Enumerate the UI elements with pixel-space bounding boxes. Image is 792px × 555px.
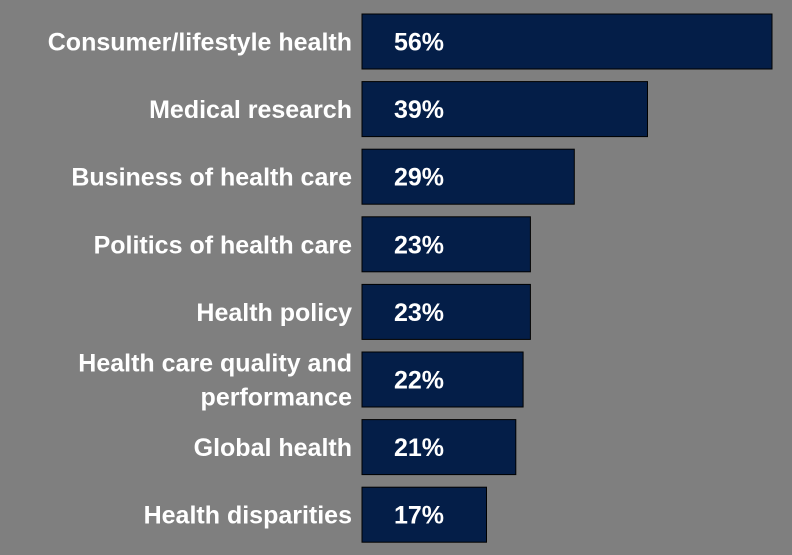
- category-label-business-of-health-care: Business of health care: [71, 164, 352, 192]
- category-label-line: Health policy: [196, 299, 352, 327]
- bar-health-disparities: [361, 486, 487, 543]
- category-label-line: Consumer/lifestyle health: [48, 29, 352, 57]
- bar-politics-of-health-care: [361, 216, 531, 273]
- category-label-global-health: Global health: [194, 434, 352, 462]
- data-label-global-health: 21%: [394, 434, 444, 462]
- category-label-line: Business of health care: [71, 164, 352, 192]
- data-label-medical-research: 39%: [394, 96, 444, 124]
- data-labels-group: 56% 39% 29% 23% 23% 22% 21% 17%: [394, 29, 444, 530]
- category-label-line: Politics of health care: [94, 231, 353, 259]
- category-labels-group: Consumer/lifestyle health Medical researc…: [48, 29, 352, 530]
- bar-consumer-lifestyle-health: [361, 13, 773, 70]
- category-label-line: Medical research: [149, 96, 352, 124]
- data-label-politics-of-health-care: 23%: [394, 231, 444, 259]
- data-label-consumer-lifestyle-health: 56%: [394, 29, 444, 57]
- bar-health-policy: [361, 283, 531, 340]
- bar-global-health: [361, 419, 517, 476]
- category-label-line: Health disparities: [144, 502, 352, 530]
- category-label-health-care-quality-and-performance: Health care quality and performance: [78, 350, 352, 412]
- data-label-health-care-quality-and-performance: 22%: [394, 367, 444, 395]
- category-label-health-disparities: Health disparities: [144, 502, 352, 530]
- category-label-politics-of-health-care: Politics of health care: [94, 231, 353, 259]
- data-label-health-policy: 23%: [394, 299, 444, 327]
- data-label-business-of-health-care: 29%: [394, 164, 444, 192]
- bar-medical-research: [361, 81, 648, 138]
- category-label-line: Global health: [194, 434, 352, 462]
- bar-health-care-quality-and-performance: [361, 351, 524, 408]
- category-label-line: Health care quality and: [78, 350, 352, 378]
- category-label-consumer-lifestyle-health: Consumer/lifestyle health: [48, 29, 352, 57]
- category-label-medical-research: Medical research: [149, 96, 352, 124]
- bar-business-of-health-care: [361, 148, 575, 205]
- bars-group: [361, 13, 773, 543]
- category-label-health-policy: Health policy: [196, 299, 352, 327]
- category-label-line: performance: [201, 384, 353, 412]
- data-label-health-disparities: 17%: [394, 502, 444, 530]
